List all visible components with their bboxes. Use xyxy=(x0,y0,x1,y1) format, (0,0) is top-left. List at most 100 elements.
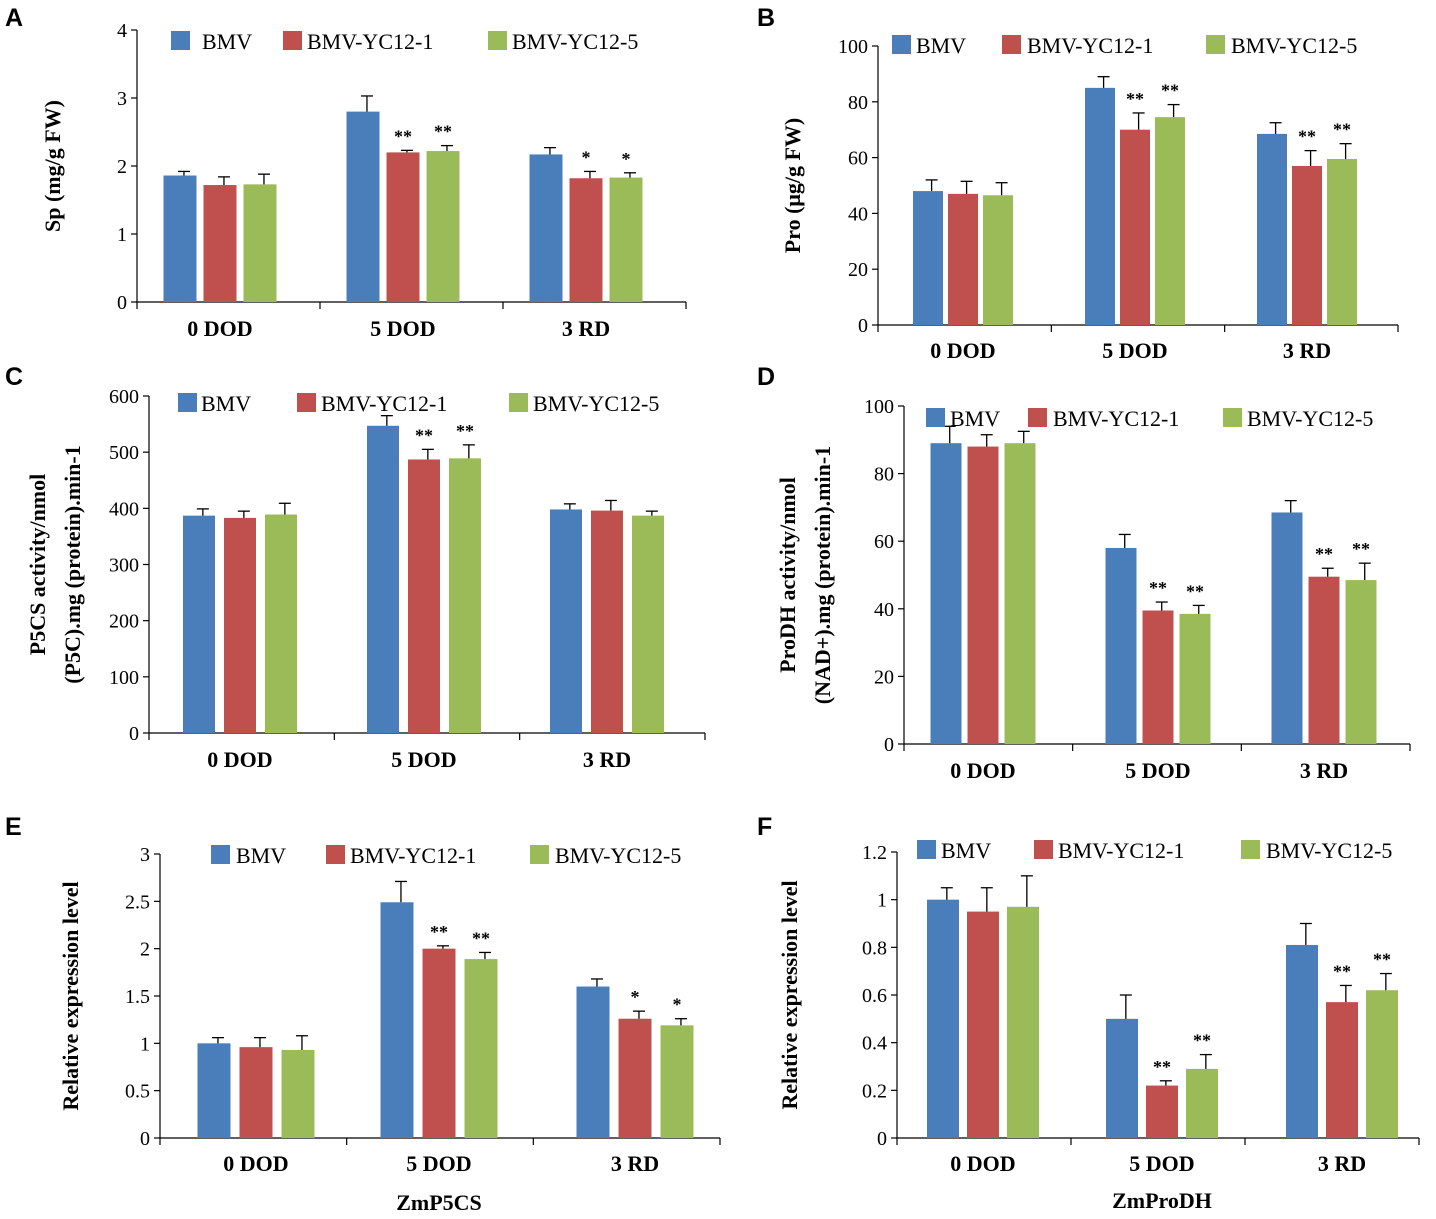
y-tick-label: 40 xyxy=(848,203,868,225)
significance-mark: * xyxy=(582,147,591,167)
bar xyxy=(380,902,414,1138)
legend-label: BMV-YC12-5 xyxy=(1266,838,1392,863)
bar xyxy=(1292,165,1322,325)
bar xyxy=(1286,944,1318,1138)
bar xyxy=(913,191,943,325)
y-axis-title-group: Sp (mg/g FW) xyxy=(40,100,65,232)
panel-letter: F xyxy=(757,813,772,841)
bar xyxy=(426,151,460,302)
bar xyxy=(422,948,456,1138)
y-tick-label: 20 xyxy=(874,666,894,688)
significance-mark: ** xyxy=(1126,89,1144,109)
bar xyxy=(163,175,197,302)
y-tick-label: 200 xyxy=(109,611,139,633)
legend-swatch xyxy=(488,31,507,50)
y-tick-label: 2 xyxy=(117,156,127,178)
panel-letter: D xyxy=(757,363,775,391)
panel-letter: A xyxy=(5,4,23,32)
significance-mark: ** xyxy=(472,928,490,948)
legend-swatch xyxy=(1028,408,1047,427)
y-tick-label: 0 xyxy=(117,292,127,314)
significance-mark: ** xyxy=(456,421,474,441)
bar xyxy=(464,959,498,1138)
bar xyxy=(239,1047,273,1138)
bar xyxy=(1155,117,1185,326)
x-category-label: 5 DOD xyxy=(1102,338,1167,363)
bar xyxy=(609,177,643,302)
bar xyxy=(967,446,999,744)
bar xyxy=(243,184,277,302)
bar xyxy=(449,458,481,733)
legend-swatch xyxy=(1002,35,1021,54)
bar xyxy=(983,195,1013,325)
bar xyxy=(967,911,999,1138)
bar xyxy=(1004,443,1036,744)
bar xyxy=(576,986,610,1138)
y-tick-label: 0.2 xyxy=(862,1080,887,1102)
y-tick-label: 400 xyxy=(109,498,139,520)
bar xyxy=(632,515,664,733)
y-tick-label: 0 xyxy=(129,723,139,745)
legend-swatch xyxy=(1206,35,1225,54)
y-tick-label: 0 xyxy=(858,315,868,337)
legend-label: BMV-YC12-1 xyxy=(1027,33,1153,58)
bar xyxy=(346,111,380,302)
panel-e: E00.511.522.530 DOD 5 DOD 3 RD******BMV BMV… xyxy=(5,813,721,1215)
legend-swatch xyxy=(297,393,316,412)
legend-label: BMV xyxy=(236,843,286,868)
legend-swatch xyxy=(1034,840,1053,859)
y-tick-label: 2 xyxy=(140,939,150,961)
legend-swatch xyxy=(171,31,190,50)
bar xyxy=(1326,1002,1358,1138)
panel-letter: C xyxy=(5,363,23,391)
bar xyxy=(1105,547,1137,744)
bar xyxy=(1146,1085,1178,1138)
bar xyxy=(203,185,237,302)
panel-letter: B xyxy=(757,4,775,32)
y-tick-label: 3 xyxy=(140,844,150,866)
x-category-label: 3 RD xyxy=(1283,338,1331,363)
x-category-label: 5 DOD xyxy=(370,316,435,341)
panel-d: D 0 20 40 60 80 100 0 DOD 5 DOD 3 RD ** ** ** ** BMV BM… xyxy=(757,363,1411,783)
bar xyxy=(927,899,959,1138)
bar xyxy=(618,1018,652,1138)
bar xyxy=(408,459,440,733)
y-tick-label: 1.2 xyxy=(862,842,887,864)
bar xyxy=(930,443,962,744)
significance-mark: ** xyxy=(1186,581,1204,601)
significance-mark: ** xyxy=(1333,961,1351,981)
y-tick-label: 0.8 xyxy=(862,937,887,959)
x-category-label: 3 RD xyxy=(611,1151,659,1176)
legend-label: BMV xyxy=(950,406,1000,431)
legend-swatch xyxy=(926,408,945,427)
legend-label: BMV-YC12-5 xyxy=(1247,406,1373,431)
legend-label: BMV xyxy=(916,33,966,58)
bar xyxy=(224,517,256,733)
significance-mark: * xyxy=(673,995,682,1015)
x-category-label: 3 RD xyxy=(562,316,610,341)
legend-label: BMV-YC12-1 xyxy=(307,29,433,54)
y-tick-label: 500 xyxy=(109,442,139,464)
y-axis-title-line-2: (P5C).mg (protein).min-1 xyxy=(60,445,85,684)
y-axis-title: Relative expression level xyxy=(58,881,83,1110)
bar xyxy=(386,152,420,302)
x-category-label: 5 DOD xyxy=(1129,1151,1194,1176)
y-axis-title-group: Relative expression level xyxy=(777,880,802,1109)
significance-mark: ** xyxy=(1315,544,1333,564)
y-tick-label: 80 xyxy=(848,92,868,114)
y-tick-label: 1.5 xyxy=(125,986,150,1008)
significance-mark: ** xyxy=(415,425,433,445)
y-tick-label: 3 xyxy=(117,88,127,110)
bar xyxy=(1345,580,1377,744)
legend-swatch xyxy=(326,845,345,864)
bar xyxy=(550,509,582,733)
y-tick-label: 100 xyxy=(109,667,139,689)
legend-label: BMV-YC12-1 xyxy=(350,843,476,868)
y-tick-label: 300 xyxy=(109,555,139,577)
y-tick-label: 0 xyxy=(884,734,894,756)
bar xyxy=(591,510,623,733)
y-axis-title: Sp (mg/g FW) xyxy=(40,100,65,232)
bar xyxy=(367,425,399,733)
